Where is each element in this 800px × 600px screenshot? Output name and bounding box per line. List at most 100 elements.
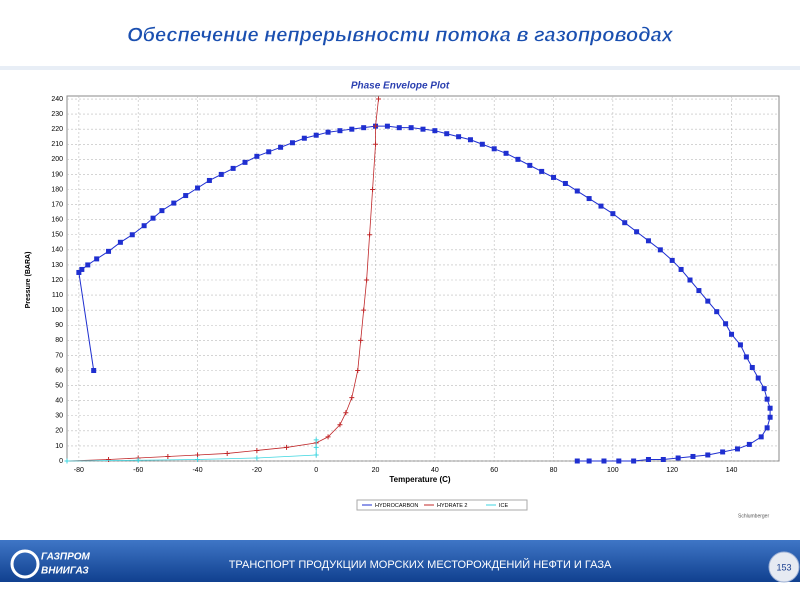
y-tick-label: 190	[51, 171, 63, 178]
footer-bottom	[0, 582, 800, 600]
legend-label: HYDRATE 2	[437, 503, 467, 509]
x-tick-label: 40	[431, 467, 439, 474]
y-tick-label: 70	[55, 352, 63, 359]
point	[729, 331, 735, 337]
point	[723, 321, 729, 327]
y-tick-label: 90	[55, 322, 63, 329]
point	[675, 455, 681, 461]
point	[586, 196, 592, 202]
legend-items: HYDROCARBON HYDRATE 2 ICE	[362, 503, 509, 509]
y-tick-label: 0	[59, 458, 63, 465]
point	[690, 453, 696, 459]
point	[79, 266, 85, 272]
point	[364, 277, 370, 283]
point	[337, 422, 343, 428]
y-tick-label: 60	[55, 367, 63, 374]
chart-title: Phase Envelope Plot	[351, 81, 450, 92]
point	[720, 449, 726, 455]
point	[734, 446, 740, 452]
point	[384, 123, 390, 129]
point	[737, 342, 743, 348]
y-tick-label: 170	[51, 201, 63, 208]
point	[767, 414, 773, 420]
x-tick-label: -20	[252, 467, 262, 474]
logo-mark	[10, 549, 40, 579]
point	[610, 211, 616, 217]
point	[106, 456, 112, 462]
point	[373, 141, 379, 147]
x-tick-label: -80	[74, 467, 84, 474]
point	[361, 307, 367, 313]
point	[135, 457, 141, 463]
point	[313, 444, 319, 450]
point	[206, 177, 212, 183]
x-axis-label: Temperature (C)	[389, 475, 451, 484]
point	[408, 125, 414, 131]
point	[195, 456, 201, 462]
y-tick-label: 40	[55, 398, 63, 405]
point	[64, 458, 70, 464]
point	[195, 452, 201, 458]
slide-title: Обеспечение непрерывности потока в газоп…	[127, 24, 674, 46]
point	[562, 180, 568, 186]
point	[376, 96, 381, 102]
logo-bottom: ВНИИГАЗ	[41, 566, 89, 577]
x-tick-label: 20	[372, 467, 380, 474]
y-tick-label: 50	[55, 382, 63, 389]
y-tick-label: 150	[51, 232, 63, 239]
y-tick-label: 110	[52, 292, 63, 299]
point	[758, 434, 764, 440]
plot-area	[66, 95, 780, 462]
point	[325, 129, 331, 135]
point	[358, 337, 364, 343]
legend-label: HYDROCARBON	[375, 503, 418, 509]
y-axis-label: Pressure (BARA)	[25, 252, 32, 309]
credit: Schlumberger	[738, 513, 769, 519]
point	[586, 458, 592, 464]
point	[141, 223, 147, 229]
y-tick-label: 240	[51, 96, 63, 103]
point	[631, 458, 637, 464]
point	[678, 266, 684, 272]
point	[289, 140, 295, 146]
y-tick-label: 140	[51, 247, 63, 254]
point	[645, 238, 651, 244]
page-badge	[768, 551, 800, 583]
point	[598, 203, 604, 209]
point	[373, 123, 379, 129]
point	[657, 247, 663, 253]
divider	[0, 66, 800, 70]
y-tick-label: 230	[51, 111, 63, 118]
point	[343, 410, 349, 416]
point	[761, 386, 767, 392]
y-tick-label: 80	[55, 337, 63, 344]
point	[705, 452, 711, 458]
point	[749, 364, 755, 370]
point	[367, 232, 373, 238]
point	[714, 309, 720, 315]
point	[645, 456, 651, 462]
point	[349, 395, 355, 401]
point	[85, 262, 91, 268]
x-tick-label: 100	[607, 467, 619, 474]
point	[224, 450, 230, 456]
point	[574, 188, 580, 194]
point	[195, 185, 201, 191]
point	[601, 458, 607, 464]
point	[337, 128, 343, 134]
point	[129, 232, 135, 238]
x-tick-label: 120	[666, 467, 678, 474]
point	[361, 125, 367, 131]
point	[515, 156, 521, 162]
point	[91, 368, 97, 374]
point	[503, 150, 509, 156]
point	[432, 128, 438, 134]
point	[491, 146, 497, 152]
point	[746, 441, 752, 447]
legend-label: ICE	[499, 503, 509, 509]
point	[574, 458, 580, 464]
x-tick-label: 0	[314, 467, 318, 474]
point	[313, 437, 319, 443]
logo-top: ГАЗПРОМ	[41, 552, 91, 563]
y-tick-label: 20	[55, 428, 63, 435]
